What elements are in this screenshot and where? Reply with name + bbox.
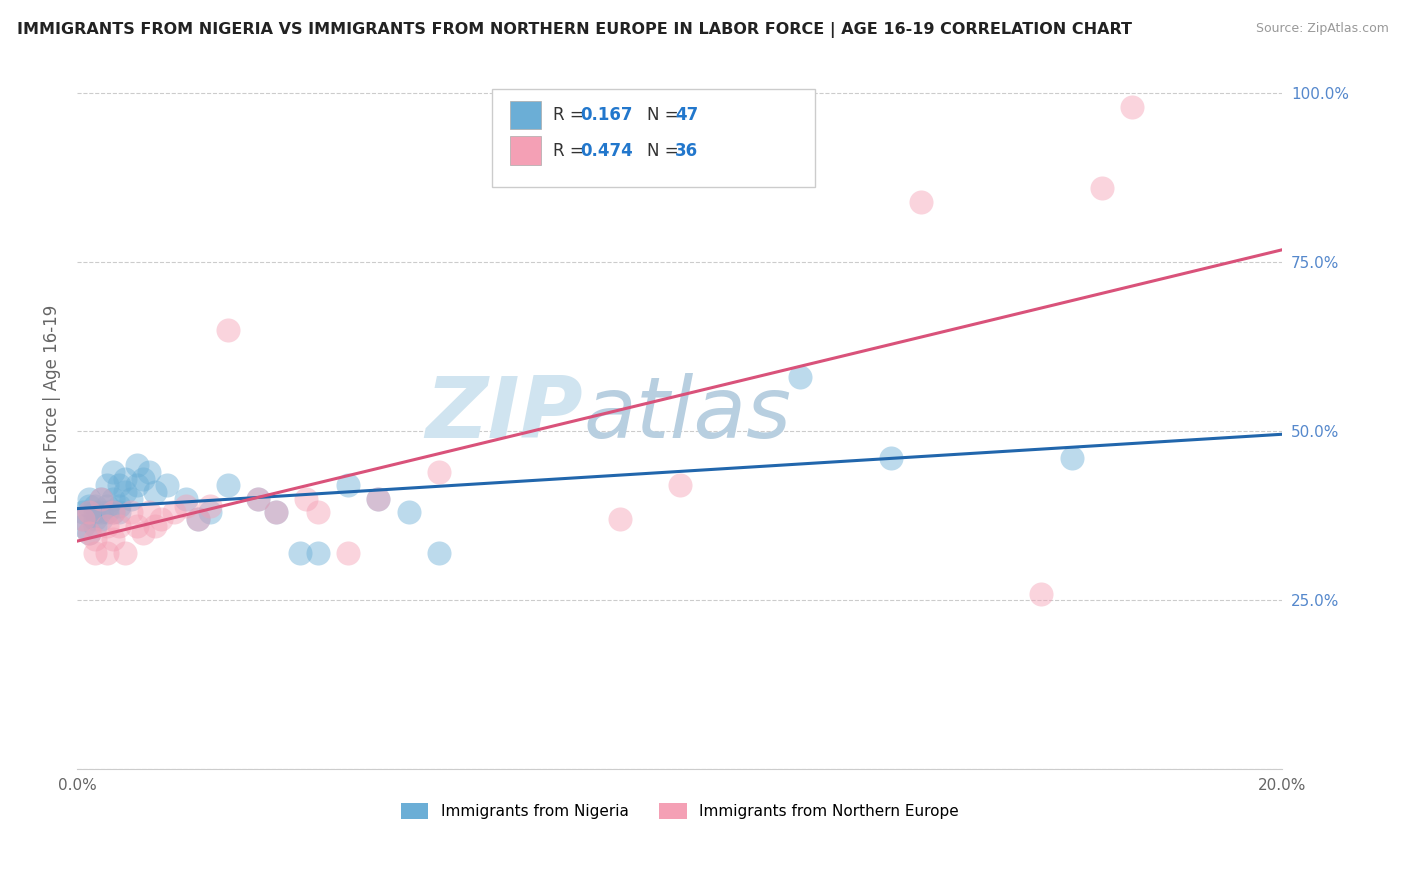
Text: 47: 47: [675, 106, 699, 124]
Point: [132, 525, 155, 540]
Point: [1031, 586, 1053, 600]
Point: [103, 491, 125, 506]
Point: [103, 506, 125, 520]
Point: [72, 506, 94, 520]
Point: [217, 323, 239, 337]
Text: R =: R =: [553, 142, 589, 160]
Point: [108, 478, 131, 492]
Point: [90, 512, 112, 526]
Point: [84, 533, 107, 547]
Point: [668, 478, 690, 492]
Point: [77, 506, 100, 520]
Point: [120, 506, 142, 520]
Point: [264, 506, 287, 520]
Text: N =: N =: [647, 106, 683, 124]
Point: [84, 512, 107, 526]
Point: [114, 472, 136, 486]
Text: atlas: atlas: [583, 373, 792, 456]
Point: [174, 491, 197, 506]
Text: 36: 36: [675, 142, 697, 160]
Text: 0.167: 0.167: [581, 106, 633, 124]
Text: R =: R =: [553, 106, 589, 124]
Y-axis label: In Labor Force | Age 16-19: In Labor Force | Age 16-19: [44, 305, 60, 524]
Point: [367, 491, 389, 506]
Point: [162, 506, 184, 520]
Point: [337, 478, 360, 492]
Point: [138, 465, 160, 479]
Legend: Immigrants from Nigeria, Immigrants from Northern Europe: Immigrants from Nigeria, Immigrants from…: [395, 797, 965, 825]
Point: [150, 512, 173, 526]
Point: [72, 512, 94, 526]
Point: [96, 546, 118, 560]
Point: [367, 491, 389, 506]
Point: [609, 512, 631, 526]
Point: [114, 546, 136, 560]
Point: [910, 194, 932, 209]
Point: [427, 546, 450, 560]
Point: [127, 478, 149, 492]
Point: [96, 478, 118, 492]
Point: [156, 478, 179, 492]
Point: [427, 465, 450, 479]
Point: [77, 499, 100, 513]
Point: [103, 506, 125, 520]
Point: [1121, 100, 1143, 114]
Point: [174, 499, 197, 513]
Point: [1060, 451, 1083, 466]
Point: [217, 478, 239, 492]
Point: [138, 506, 160, 520]
Point: [120, 491, 142, 506]
Point: [246, 491, 269, 506]
Point: [72, 512, 94, 526]
Point: [132, 472, 155, 486]
Point: [264, 506, 287, 520]
Point: [880, 451, 903, 466]
Text: N =: N =: [647, 142, 683, 160]
Point: [108, 499, 131, 513]
Point: [295, 491, 318, 506]
Point: [246, 491, 269, 506]
Point: [307, 506, 329, 520]
Point: [1091, 181, 1114, 195]
Point: [187, 512, 209, 526]
Point: [77, 525, 100, 540]
Text: 0.474: 0.474: [581, 142, 634, 160]
Point: [198, 506, 221, 520]
Point: [84, 506, 107, 520]
Point: [84, 519, 107, 533]
Point: [84, 499, 107, 513]
Point: [103, 465, 125, 479]
Text: IMMIGRANTS FROM NIGERIA VS IMMIGRANTS FROM NORTHERN EUROPE IN LABOR FORCE | AGE : IMMIGRANTS FROM NIGERIA VS IMMIGRANTS FR…: [17, 22, 1132, 38]
Point: [90, 491, 112, 506]
Point: [108, 519, 131, 533]
Point: [96, 506, 118, 520]
Point: [77, 525, 100, 540]
Point: [90, 491, 112, 506]
Point: [127, 519, 149, 533]
Point: [789, 370, 811, 384]
Point: [145, 485, 167, 500]
Point: [288, 546, 311, 560]
Text: Source: ZipAtlas.com: Source: ZipAtlas.com: [1256, 22, 1389, 36]
Point: [145, 519, 167, 533]
Point: [307, 546, 329, 560]
Point: [114, 485, 136, 500]
Point: [187, 512, 209, 526]
Point: [84, 546, 107, 560]
Point: [103, 533, 125, 547]
Point: [90, 506, 112, 520]
Point: [398, 506, 420, 520]
Point: [77, 491, 100, 506]
Point: [108, 506, 131, 520]
Point: [198, 499, 221, 513]
Point: [96, 499, 118, 513]
Point: [77, 506, 100, 520]
Point: [72, 519, 94, 533]
Text: ZIP: ZIP: [426, 373, 583, 456]
Point: [96, 519, 118, 533]
Point: [127, 458, 149, 472]
Point: [337, 546, 360, 560]
